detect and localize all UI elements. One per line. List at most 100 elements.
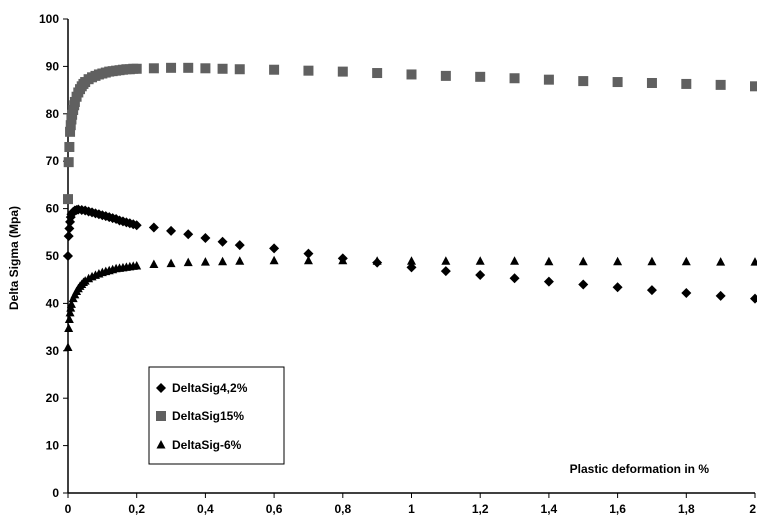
y-tick-label: 30 [46, 344, 60, 358]
data-point [200, 63, 210, 73]
legend-label: DeltaSig15% [172, 409, 244, 423]
x-tick-label: 1,4 [541, 502, 558, 516]
x-axis-ticks: 0 0,2 0,4 0,6 0,8 1 1,2 1,4 1,6 1,8 2 [65, 493, 757, 516]
data-point [167, 259, 176, 268]
y-tick-label: 0 [52, 486, 59, 500]
data-point [184, 258, 193, 267]
y-tick-label: 100 [39, 12, 59, 26]
x-axis-annotation: Plastic deformation in % [570, 462, 710, 476]
x-tick-label: 1,6 [609, 502, 626, 516]
data-point [269, 65, 279, 75]
data-point [750, 294, 757, 304]
y-tick-label: 20 [46, 391, 60, 405]
data-point [681, 79, 691, 89]
data-point [64, 324, 73, 333]
y-axis-label: Delta Sigma (Mpa) [7, 206, 21, 310]
data-point [407, 256, 416, 265]
legend-label: DeltaSig4,2% [172, 381, 248, 395]
data-point [149, 63, 159, 73]
data-point [64, 157, 74, 167]
data-point [218, 237, 228, 247]
x-tick-label: 2 [749, 502, 756, 516]
x-tick-label: 0,2 [128, 502, 145, 516]
data-point [476, 256, 485, 265]
data-point [647, 257, 656, 266]
y-tick-label: 60 [46, 202, 60, 216]
data-point [63, 194, 73, 204]
data-point [407, 69, 417, 79]
y-tick-label: 70 [46, 154, 60, 168]
data-point [149, 223, 159, 233]
series-square [63, 63, 757, 204]
data-point [64, 142, 74, 152]
data-point [716, 257, 725, 266]
y-tick-label: 50 [46, 249, 60, 263]
series-diamond [63, 205, 757, 304]
data-point [149, 260, 158, 269]
data-point [544, 257, 553, 266]
data-point [201, 257, 210, 266]
data-point [441, 71, 451, 81]
data-point [218, 64, 228, 74]
data-point [132, 64, 142, 74]
y-tick-label: 80 [46, 107, 60, 121]
data-point [578, 279, 588, 289]
data-point [200, 233, 210, 243]
data-point [235, 64, 245, 74]
data-point [304, 256, 313, 264]
data-point [578, 76, 588, 86]
data-point [681, 288, 691, 298]
data-point [441, 256, 450, 265]
y-tick-label: 90 [46, 59, 60, 73]
data-point [682, 257, 691, 266]
data-point [579, 257, 588, 266]
data-point [716, 291, 726, 301]
data-point [64, 342, 73, 351]
data-point [218, 257, 227, 266]
data-point [751, 257, 757, 266]
x-tick-label: 0,8 [334, 502, 351, 516]
x-tick-label: 1,2 [472, 502, 489, 516]
x-tick-label: 0 [65, 502, 72, 516]
data-point [647, 285, 657, 295]
data-point [716, 80, 726, 90]
data-point [510, 256, 519, 265]
y-tick-label: 40 [46, 296, 60, 310]
legend-square-marker [156, 411, 166, 421]
data-point [183, 63, 193, 73]
x-tick-label: 1,8 [678, 502, 695, 516]
x-tick-label: 0,4 [197, 502, 214, 516]
data-marks [63, 63, 757, 351]
y-tick-label: 10 [46, 439, 60, 453]
data-point [544, 277, 554, 287]
data-point [373, 256, 382, 265]
data-point [166, 226, 176, 236]
legend-marker-shape [156, 411, 166, 421]
data-point [269, 243, 279, 253]
data-point [613, 257, 622, 266]
x-tick-label: 1 [408, 502, 415, 516]
legend-label: DeltaSig-6% [172, 438, 242, 452]
data-point [235, 256, 244, 265]
data-point [613, 282, 623, 292]
data-point [544, 75, 554, 85]
data-point [475, 72, 485, 82]
legend: DeltaSig4,2% DeltaSig15% DeltaSig-6% [149, 367, 284, 464]
data-point [63, 251, 73, 261]
x-tick-label: 0,6 [266, 502, 283, 516]
data-point [750, 81, 757, 91]
data-point [183, 229, 193, 239]
data-point [510, 73, 520, 83]
data-point [441, 266, 451, 276]
data-point [613, 77, 623, 87]
data-point [475, 270, 485, 280]
data-point [510, 273, 520, 283]
data-point [303, 66, 313, 76]
data-point [372, 68, 382, 78]
data-point [235, 240, 245, 250]
data-point [270, 256, 279, 264]
data-point [647, 78, 657, 88]
data-point [166, 63, 176, 73]
